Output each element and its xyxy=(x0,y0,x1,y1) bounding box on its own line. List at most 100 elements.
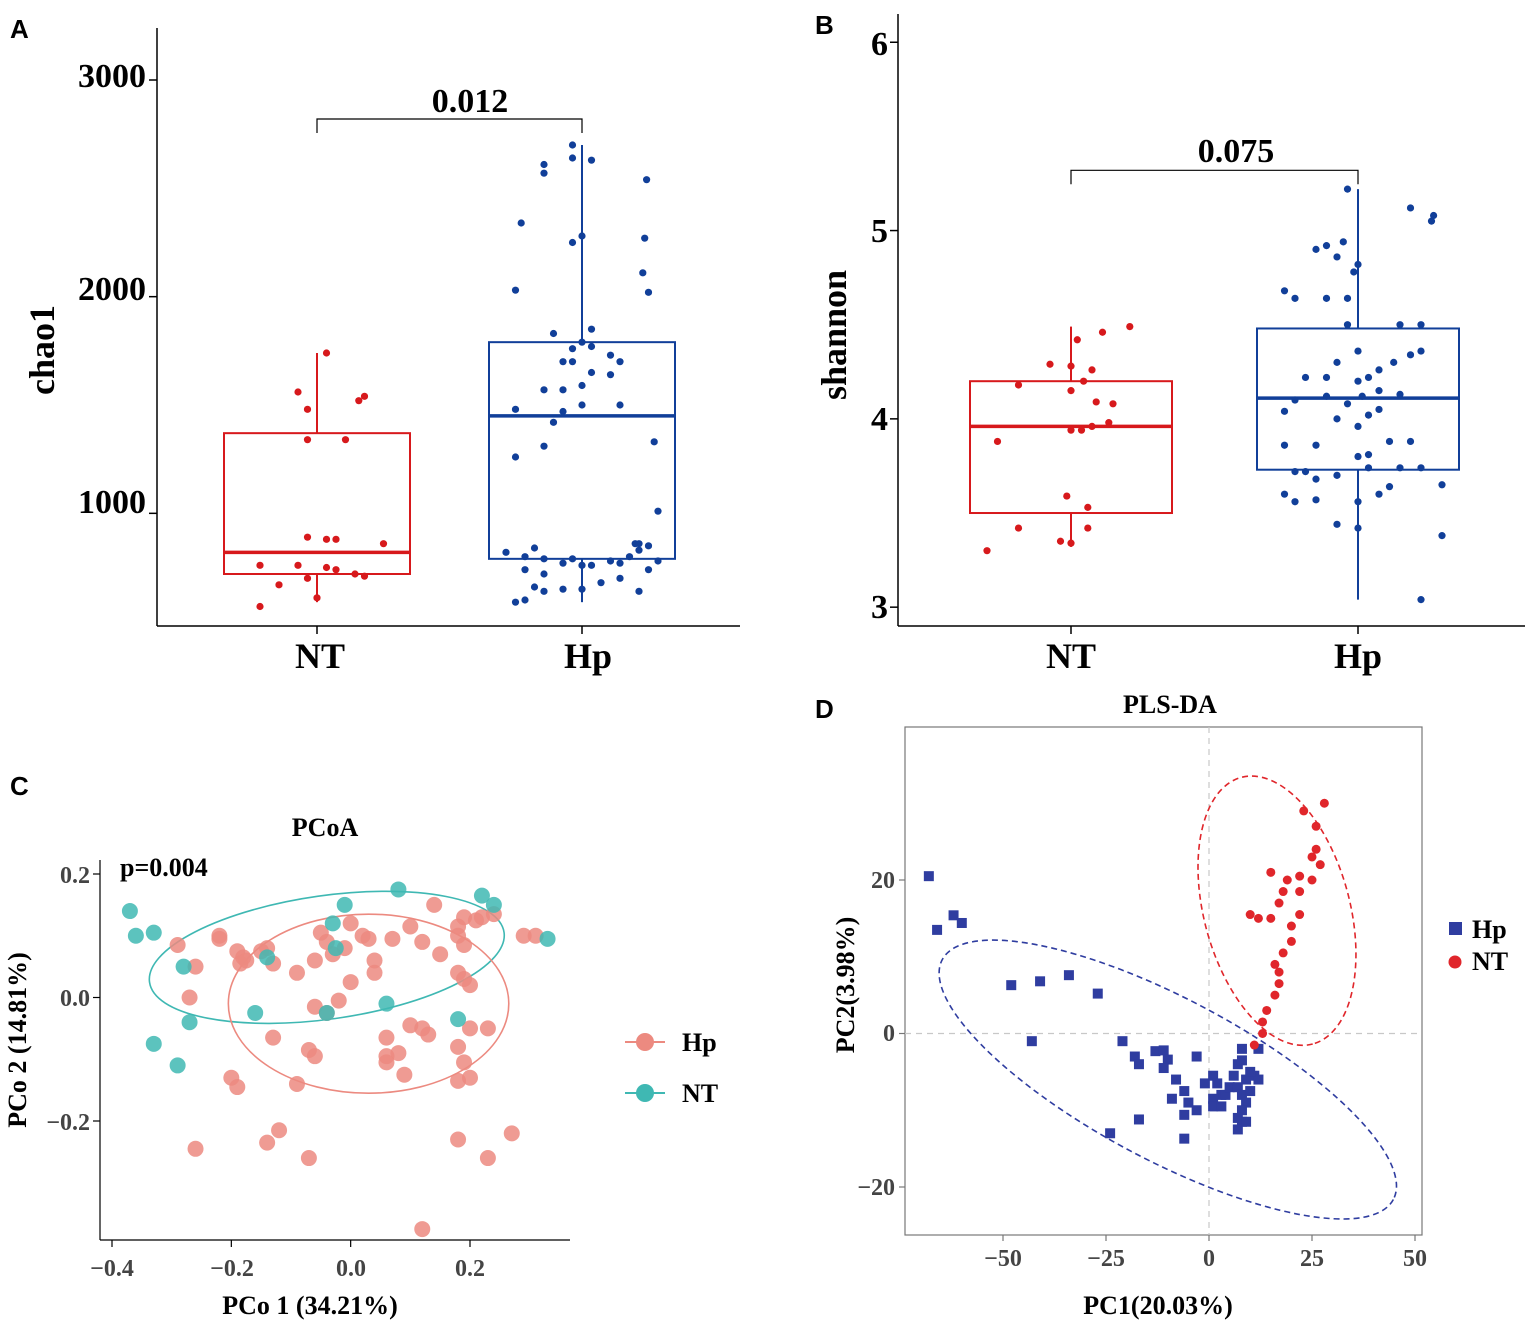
panel-b-point-hp xyxy=(1375,366,1383,374)
panel-b-point-hp xyxy=(1350,268,1358,276)
panel-b-point-hp xyxy=(1333,520,1341,528)
panel-b-point-hp xyxy=(1333,415,1341,423)
panel-c-point-nt xyxy=(390,881,407,898)
panel-d-ylabel: PC2(3.98%) xyxy=(831,917,860,1053)
panel-d-point-hp xyxy=(1216,1101,1227,1112)
panel-b-point-nt xyxy=(1073,336,1081,344)
panel-d-xtick-m25: −25 xyxy=(1087,1246,1125,1272)
panel-b-point-nt xyxy=(1067,387,1075,395)
panel-b-point-hp xyxy=(1333,471,1341,479)
panel-d-point-nt xyxy=(1266,867,1276,877)
panel-b-point-hp xyxy=(1390,358,1398,366)
panel-c-point-hp xyxy=(479,1150,496,1167)
panel-d-ytick-m20: −20 xyxy=(857,1175,895,1201)
panel-b-point-hp xyxy=(1364,373,1373,382)
panel-d-point-hp xyxy=(1245,1086,1256,1097)
panel-c-point-hp xyxy=(306,1048,323,1065)
panel-a-point-hp xyxy=(606,371,615,379)
panel-a-point-hp xyxy=(639,269,647,277)
panel-b-ytick-3: 3 xyxy=(871,589,888,626)
panel-c-point-nt xyxy=(121,903,138,920)
panel-b-point-hp xyxy=(1385,437,1394,446)
panel-c-xtick-00: 0.0 xyxy=(336,1256,366,1282)
panel-b-point-hp xyxy=(1417,347,1425,355)
panel-c-point-hp xyxy=(187,958,204,975)
panel-a-point-nt xyxy=(360,572,369,580)
panel-d-ellipse-nt xyxy=(1197,775,1357,1047)
panel-b-point-hp xyxy=(1438,481,1446,489)
panel-b-point-hp xyxy=(1339,238,1347,246)
panel-a-ytick-1000: 1000 xyxy=(78,484,146,521)
panel-b-point-nt xyxy=(1126,322,1134,331)
panel-a-xtick-nt: NT xyxy=(295,636,345,676)
panel-b-point-hp xyxy=(1354,260,1362,269)
panel-c-point-hp xyxy=(414,1221,431,1238)
panel-d-point-hp xyxy=(1158,1045,1169,1056)
panel-c-point-nt xyxy=(539,930,556,947)
panel-d-point-hp xyxy=(1241,1074,1252,1085)
panel-c-point-hp xyxy=(450,1131,467,1148)
panel-c-point-hp xyxy=(462,1020,478,1037)
panel-d-point-hp xyxy=(1133,1114,1144,1125)
panel-a-point-hp xyxy=(540,442,548,450)
panel-a-point-hp xyxy=(587,156,596,164)
panel-d-point-hp xyxy=(1241,1116,1252,1127)
panel-b-point-hp xyxy=(1322,392,1331,400)
panel-b-significance-bracket xyxy=(1070,169,1359,185)
panel-d-point-nt xyxy=(1274,979,1284,989)
panel-d-point-hp xyxy=(948,910,959,921)
panel-d-point-hp xyxy=(1133,1059,1144,1070)
panel-letter-b: B xyxy=(815,10,834,40)
panel-a-point-hp xyxy=(616,358,624,366)
panel-b-point-nt xyxy=(1014,381,1023,389)
panel-a-point-hp xyxy=(540,386,548,394)
panel-b-ylabel: shannon xyxy=(814,270,854,400)
panel-b-point-hp xyxy=(1291,467,1299,476)
panel-a-point-hp xyxy=(559,585,567,593)
panel-c-point-nt xyxy=(175,958,192,975)
panel-b-point-nt xyxy=(1088,422,1096,430)
panel-a-point-hp xyxy=(578,561,586,569)
panel-d-ytick-0: 0 xyxy=(883,1021,895,1047)
panel-a-point-hp xyxy=(578,338,586,346)
panel-d-point-hp xyxy=(923,871,934,882)
panel-a-point-hp xyxy=(578,232,586,240)
panel-d-point-hp xyxy=(1224,1082,1235,1093)
panel-c-pvalue: p=0.004 xyxy=(120,853,208,882)
panel-c-point-hp xyxy=(432,946,449,963)
panel-a-point-hp xyxy=(540,169,548,177)
panel-d-point-hp xyxy=(1117,1036,1128,1047)
panel-a: chao1 0.012 NT Hp 3000 2000 1000 xyxy=(22,58,612,676)
panel-a-point-hp xyxy=(606,351,615,359)
panel-d-point-nt xyxy=(1258,1017,1268,1027)
panel-b-point-nt xyxy=(1077,426,1086,434)
panel-d-point-hp xyxy=(1179,1109,1190,1120)
panel-b-point-hp xyxy=(1301,373,1310,382)
panel-a-point-nt xyxy=(303,405,312,413)
legend-c-hp-label: Hp xyxy=(682,1028,717,1057)
panel-a-point-hp xyxy=(654,557,662,565)
panel-a-point-hp xyxy=(568,555,577,563)
panel-c-point-hp xyxy=(259,1134,276,1151)
panel-b-point-hp xyxy=(1375,387,1383,395)
panel-c-point-hp xyxy=(300,1150,317,1167)
panel-a-ytick-2000: 2000 xyxy=(78,271,146,308)
panel-a-point-hp xyxy=(517,219,525,227)
panel-a-significance-bracket xyxy=(316,118,583,133)
panel-d-title: PLS-DA xyxy=(1123,690,1217,719)
panel-a-point-hp xyxy=(568,154,577,162)
panel-d-point-hp xyxy=(956,917,967,928)
panel-d-point-nt xyxy=(1245,910,1255,920)
panel-b-xtick-nt: NT xyxy=(1046,636,1096,676)
panel-d-point-hp xyxy=(1212,1078,1223,1089)
panel-d-point-nt xyxy=(1295,887,1305,897)
panel-b-point-nt xyxy=(1014,524,1023,532)
panel-d-point-hp xyxy=(1253,1043,1264,1054)
panel-c-point-hp xyxy=(288,964,305,981)
panel-a-point-hp xyxy=(597,579,605,587)
panel-b-point-hp xyxy=(1333,358,1341,366)
panel-d-point-hp xyxy=(1228,1070,1239,1081)
panel-d-point-hp xyxy=(1220,1089,1231,1100)
panel-d: PLS-DA PC1(20.03%) PC2(3.98%) −50 −25 0 … xyxy=(831,690,1508,1320)
panel-a-point-hp xyxy=(530,544,539,552)
